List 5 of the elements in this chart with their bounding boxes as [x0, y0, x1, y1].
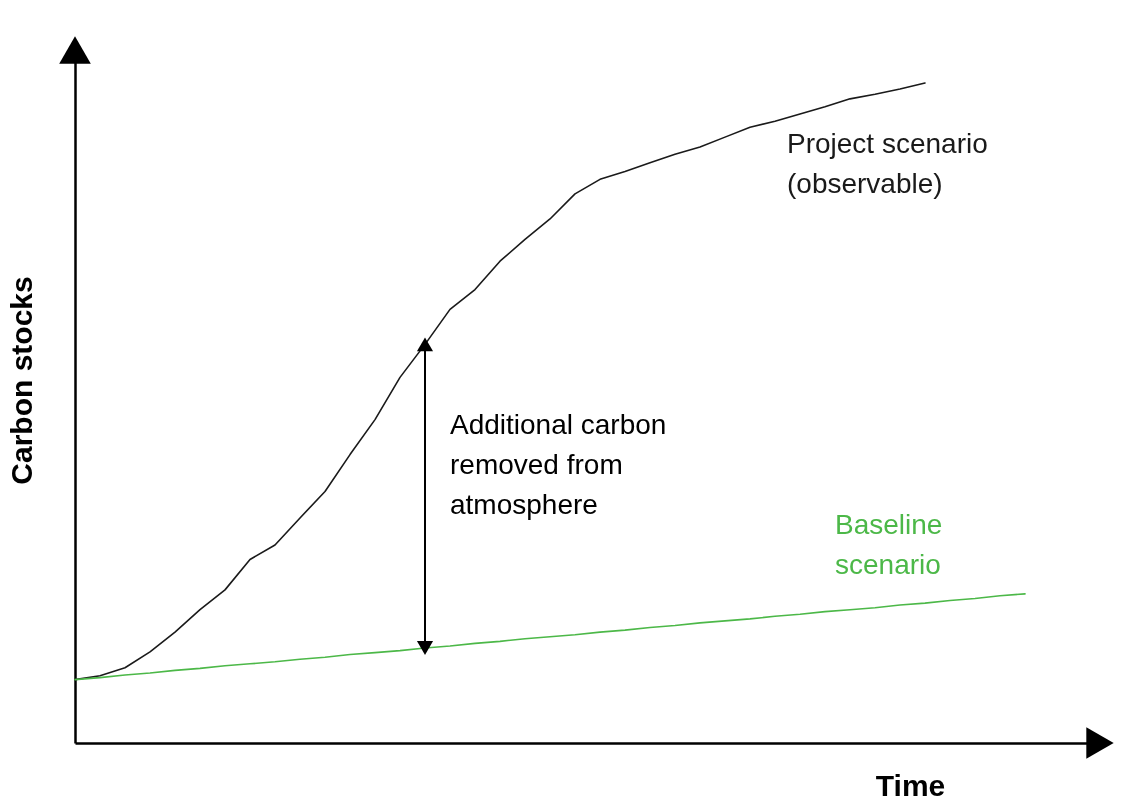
- series-label: Project scenario (observable): [787, 128, 988, 199]
- y-axis-title: Carbon stocks: [4, 276, 38, 485]
- x-axis-title: Time: [875, 768, 946, 802]
- annotation: Additional carbon removed from atmosphere: [450, 409, 667, 521]
- series-label: Baseline scenario: [835, 508, 943, 580]
